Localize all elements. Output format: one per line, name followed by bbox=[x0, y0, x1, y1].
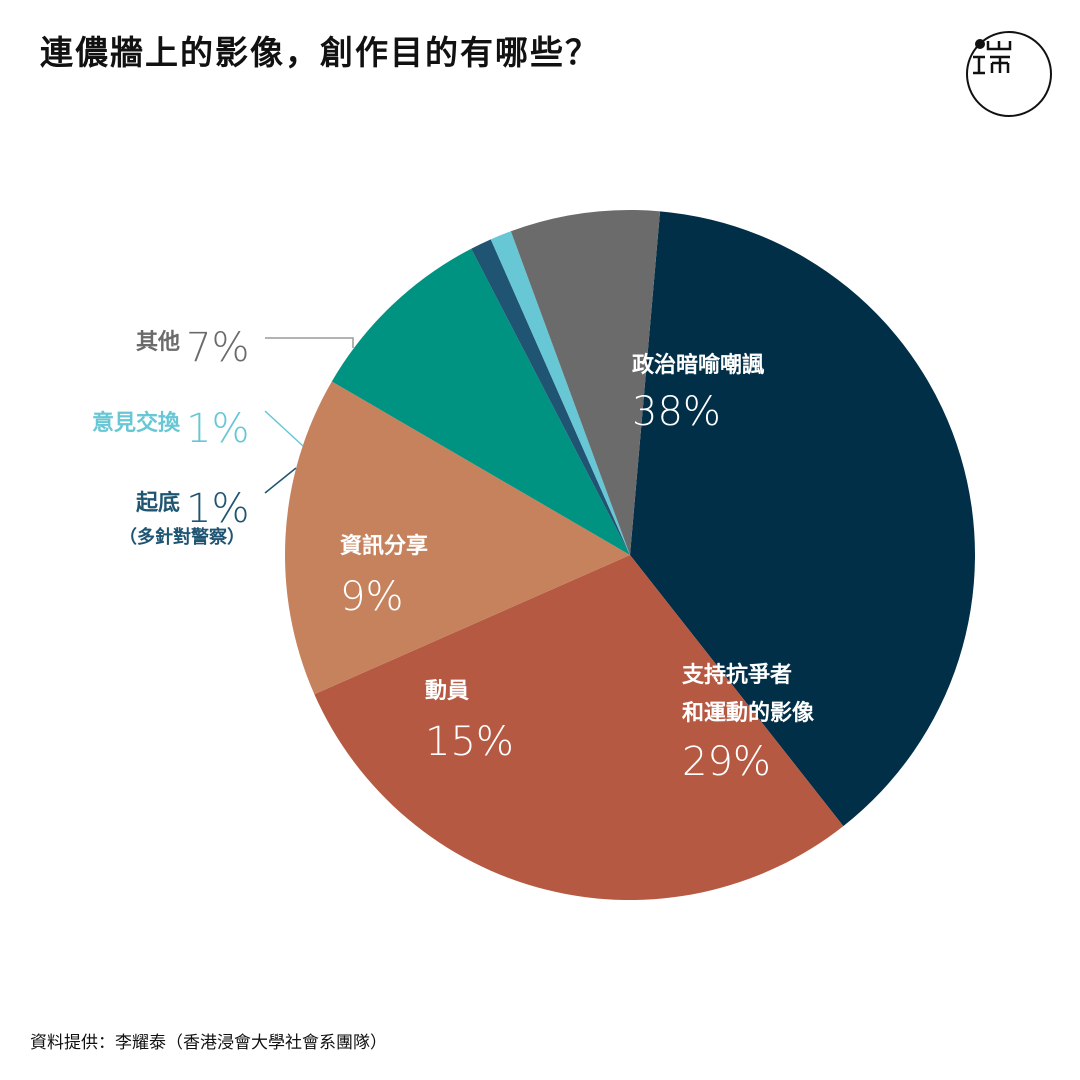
pie-slice bbox=[314, 555, 844, 901]
slice-label: 起底 bbox=[135, 490, 180, 516]
leader-line bbox=[264, 467, 297, 494]
slice-label: 和運動的影像 bbox=[682, 700, 815, 726]
slice-label: 政治暗喻嘲諷 bbox=[632, 352, 765, 378]
pie-slice bbox=[490, 231, 630, 555]
slice-value: 38% bbox=[632, 389, 721, 435]
slice-label: 動員 bbox=[425, 679, 469, 704]
source-note: 資料提供：李耀泰（香港浸會大學社會系團隊） bbox=[30, 1033, 387, 1053]
slice-value: 7% bbox=[186, 325, 249, 371]
initium-logo-icon bbox=[966, 31, 1052, 117]
pie-slice bbox=[510, 210, 661, 555]
pie-slice bbox=[331, 248, 630, 556]
slice-value: 1% bbox=[186, 486, 249, 532]
leader-line bbox=[265, 337, 354, 348]
leader-line bbox=[264, 410, 304, 447]
slice-label: 支持抗爭者 bbox=[682, 662, 792, 688]
slice-value: 9% bbox=[340, 574, 403, 620]
chart-title: 連儂牆上的影像，創作目的有哪些？ bbox=[40, 33, 600, 72]
pie-slice bbox=[285, 381, 630, 695]
slice-label: 資訊分享 bbox=[340, 533, 428, 559]
pie-slice bbox=[630, 211, 975, 827]
slice-label: 意見交換 bbox=[92, 410, 181, 436]
slice-sublabel: （多針對警察） bbox=[119, 526, 245, 548]
slice-value: 29% bbox=[682, 739, 771, 785]
slice-value: 1% bbox=[186, 406, 249, 452]
pie-slice bbox=[471, 239, 630, 555]
slice-label: 其他 bbox=[136, 330, 180, 355]
slice-value: 15% bbox=[425, 719, 514, 765]
